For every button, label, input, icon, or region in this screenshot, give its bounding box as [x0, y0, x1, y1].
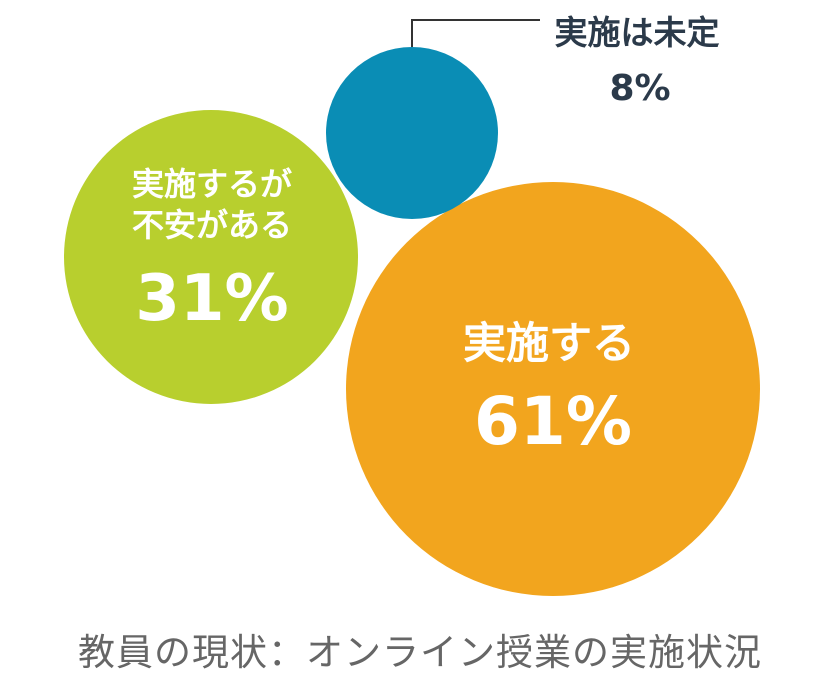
callout-line [411, 19, 540, 47]
label-jisshi-suru: 実施する [463, 319, 635, 369]
value-jisshi-suru-ga: 31% [135, 262, 288, 336]
label-jisshi-suru-ga-line1: 実施するが [132, 165, 292, 203]
value-jisshi-wa-mitei: 8% [609, 68, 670, 109]
label-jisshi-suru-ga-line2: 不安がある [132, 206, 292, 244]
label-jisshi-wa-mitei: 実施は未定 [555, 13, 720, 52]
chart-title: 教員の現状：オンライン授業の実施状況 [78, 631, 762, 674]
value-jisshi-suru: 61% [474, 383, 632, 460]
bubble-jisshi-suru-ga-fuan [64, 110, 358, 404]
bubble-jisshi-suru [346, 182, 760, 596]
bubble-jisshi-wa-mitei [326, 47, 498, 219]
